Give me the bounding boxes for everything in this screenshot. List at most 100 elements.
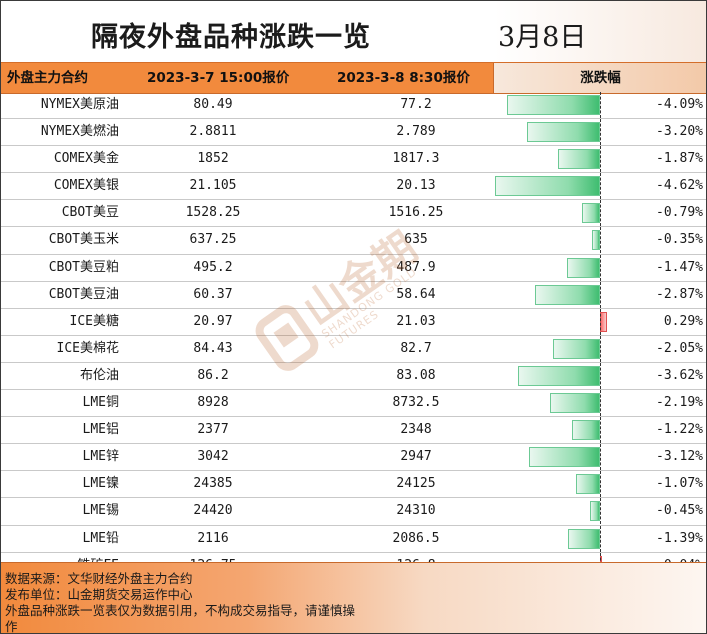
zero-axis-line	[600, 146, 601, 173]
table-row: 布伦油 86.2 83.08 -3.62%	[1, 362, 706, 391]
zero-axis-line	[600, 444, 601, 471]
table-row: LME锡 24420 24310 -0.45%	[1, 498, 706, 526]
zero-axis-line	[600, 254, 601, 281]
table-row: NYMEX美原油 80.49 77.2 -4.09%	[1, 92, 706, 120]
change-bar-cell	[493, 92, 617, 118]
header-change: 涨跌幅	[493, 63, 706, 93]
zero-axis-line	[600, 362, 601, 389]
zero-axis-line	[600, 390, 601, 417]
change-bar-cell	[493, 227, 617, 254]
change-percent: -3.62%	[656, 367, 703, 383]
prev-quote: 24420	[193, 503, 233, 519]
change-percent: -3.12%	[656, 449, 703, 465]
change-percent: -2.19%	[656, 395, 703, 411]
change-percent: -1.47%	[656, 259, 703, 275]
change-bar-cell	[493, 119, 617, 146]
table-row: CBOT美豆粕 495.2 487.9 -1.47%	[1, 254, 706, 282]
change-bar-cell	[493, 417, 617, 444]
table-row: CBOT美玉米 637.25 635 -0.35%	[1, 227, 706, 255]
contract-name: ICE美糖	[69, 313, 119, 329]
prev-quote: 86.2	[197, 367, 229, 383]
change-bar-cell	[493, 362, 617, 389]
prev-quote: 1852	[197, 151, 229, 167]
sheet-date: 3月8日	[498, 22, 587, 53]
zero-axis-line	[600, 92, 601, 118]
change-bar-cell	[493, 200, 617, 227]
change-bar-cell	[493, 308, 617, 335]
curr-quote: 24310	[396, 503, 436, 519]
footer-disclaimer-2: 作	[5, 619, 18, 634]
curr-quote: 58.64	[396, 286, 436, 302]
prev-quote: 495.2	[193, 259, 233, 275]
prev-quote: 637.25	[189, 232, 237, 248]
header-curr-quote: 2023-3-8 8:30报价	[337, 70, 470, 86]
table-row: COMEX美金 1852 1817.3 -1.87%	[1, 146, 706, 174]
change-bar	[592, 230, 600, 251]
curr-quote: 83.08	[396, 367, 436, 383]
change-bar	[550, 393, 600, 414]
change-bar-cell	[493, 444, 617, 471]
change-bar	[568, 528, 600, 549]
change-bar	[553, 338, 600, 359]
curr-quote: 1516.25	[388, 205, 444, 221]
table-body: NYMEX美原油 80.49 77.2 -4.09% NYMEX美燃油 2.8811 2.7…	[1, 92, 706, 580]
table-row: NYMEX美燃油 2.8811 2.789 -3.20%	[1, 119, 706, 147]
change-bar	[557, 149, 600, 170]
zero-axis-line	[600, 200, 601, 227]
curr-quote: 2086.5	[392, 530, 440, 546]
change-bar	[529, 447, 600, 468]
table-row: ICE美棉花 84.43 82.7 -2.05%	[1, 335, 706, 363]
change-percent: -1.39%	[656, 530, 703, 546]
footer-publisher: 发布单位：山金期货交易运作中心	[5, 587, 193, 602]
change-bar-cell	[493, 498, 617, 525]
contract-name: CBOT美玉米	[48, 232, 119, 248]
change-bar	[495, 176, 600, 197]
curr-quote: 2.789	[396, 124, 436, 140]
table-row: COMEX美银 21.105 20.13 -4.62%	[1, 173, 706, 201]
contract-name: CBOT美豆	[61, 205, 119, 221]
contract-name: ICE美棉花	[56, 340, 119, 356]
change-percent: -4.62%	[656, 178, 703, 194]
change-bar-cell	[493, 146, 617, 173]
zero-axis-line	[600, 417, 601, 444]
prev-quote: 8928	[197, 395, 229, 411]
zero-axis-line	[600, 308, 601, 335]
contract-name: CBOT美豆粕	[48, 259, 119, 275]
curr-quote: 24125	[396, 476, 436, 492]
header-contract: 外盘主力合约	[7, 70, 88, 86]
change-percent: -1.07%	[656, 476, 703, 492]
zero-axis-line	[600, 227, 601, 254]
contract-name: NYMEX美燃油	[40, 124, 119, 140]
contract-name: NYMEX美原油	[40, 97, 119, 112]
zero-axis-line	[600, 471, 601, 498]
change-percent: 0.29%	[663, 313, 703, 329]
table-row: CBOT美豆油 60.37 58.64 -2.87%	[1, 281, 706, 309]
change-bar	[582, 203, 600, 224]
prev-quote: 2.8811	[189, 124, 237, 140]
contract-name: LME锌	[82, 449, 119, 465]
table-row: LME镍 24385 24125 -1.07%	[1, 471, 706, 499]
change-percent: -1.22%	[656, 422, 703, 438]
change-bar-cell	[493, 173, 617, 200]
change-bar	[527, 122, 600, 143]
change-bar	[534, 284, 600, 305]
table-row: LME铝 2377 2348 -1.22%	[1, 417, 706, 445]
zero-axis-line	[600, 173, 601, 200]
change-percent: -1.87%	[656, 151, 703, 167]
footer-source: 数据来源：文华财经外盘主力合约	[5, 571, 193, 586]
change-bar-cell	[493, 254, 617, 281]
change-percent: -0.79%	[656, 205, 703, 221]
change-percent: -2.05%	[656, 340, 703, 356]
curr-quote: 20.13	[396, 178, 436, 194]
change-percent: -0.45%	[656, 503, 703, 519]
change-bar	[572, 420, 600, 441]
change-bar	[575, 474, 600, 495]
change-percent: -0.35%	[656, 232, 703, 248]
change-bar-cell	[493, 525, 617, 552]
prev-quote: 60.37	[193, 286, 233, 302]
table-row: CBOT美豆 1528.25 1516.25 -0.79%	[1, 200, 706, 228]
change-bar	[517, 365, 600, 386]
change-bar	[566, 257, 600, 278]
prev-quote: 84.43	[193, 340, 233, 356]
